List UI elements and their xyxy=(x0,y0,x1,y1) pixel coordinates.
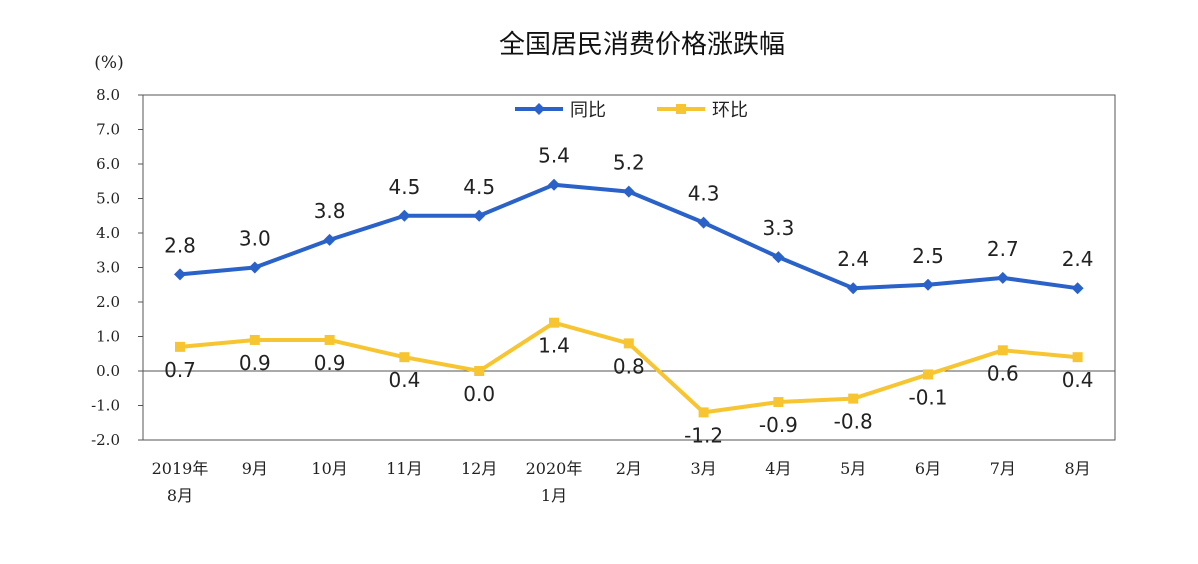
data-label: 4.5 xyxy=(463,175,495,199)
y-tick-label: -1.0 xyxy=(91,397,120,415)
series-point xyxy=(399,352,410,363)
series-point xyxy=(174,268,186,281)
x-axis: 2019年 8月 9月 10月 11月 12月 2020年 1月 2月 3月 4月 5月 6月 7月 8月 xyxy=(152,459,1091,505)
series-point xyxy=(773,397,784,408)
series-point xyxy=(398,209,411,222)
data-label: 5.4 xyxy=(538,144,570,168)
y-tick-label: 1.0 xyxy=(96,328,120,346)
y-tick-label: -2.0 xyxy=(91,431,120,449)
x-tick-label: 3月 xyxy=(691,459,717,478)
y-axis: 8.0 7.0 6.0 5.0 4.0 3.0 2.0 1.0 0.0 -1.0 -2.0 xyxy=(91,86,143,449)
legend-marker xyxy=(533,103,545,115)
x-tick-label: 10月 xyxy=(311,459,347,478)
series-point xyxy=(323,233,336,246)
x-tick-label: 12月 xyxy=(461,459,497,478)
series-point xyxy=(474,366,485,376)
series-layer xyxy=(174,178,1084,418)
data-label: 1.4 xyxy=(538,334,570,358)
series-point xyxy=(623,338,634,349)
x-tick-label: 4月 xyxy=(765,459,791,478)
data-label: 3.0 xyxy=(239,227,271,251)
data-label: 0.0 xyxy=(463,382,495,406)
data-label: 2.5 xyxy=(912,244,944,268)
y-tick-label: 5.0 xyxy=(96,190,120,208)
data-label: 3.8 xyxy=(314,199,346,223)
y-tick-label: 8.0 xyxy=(96,86,120,104)
series-point xyxy=(324,334,335,345)
series-point xyxy=(1072,352,1083,363)
plot-area-frame xyxy=(142,94,1116,441)
series-point xyxy=(996,271,1009,284)
legend-label: 环比 xyxy=(712,100,748,121)
x-tick-label: 2020年 xyxy=(526,459,583,478)
legend: 同比 环比 xyxy=(515,100,748,121)
data-label: 2.4 xyxy=(1062,247,1094,271)
series-point xyxy=(698,407,709,418)
y-tick-label: 3.0 xyxy=(96,259,120,277)
data-label: -0.8 xyxy=(834,410,873,434)
data-label: 0.9 xyxy=(239,351,271,375)
chart-title: 全国居民消费价格涨跌幅 xyxy=(499,30,785,60)
data-label: 4.3 xyxy=(688,182,720,206)
y-tick-label: 0.0 xyxy=(96,362,120,380)
data-label: 0.8 xyxy=(613,354,645,378)
x-tick-label: 2月 xyxy=(616,459,642,478)
series-point xyxy=(922,278,934,291)
series-point xyxy=(249,334,260,345)
x-tick-label: 7月 xyxy=(990,459,1016,478)
data-label: -1.2 xyxy=(684,423,723,447)
x-tick-label: 1月 xyxy=(541,486,567,505)
x-tick-label: 8月 xyxy=(1065,459,1091,478)
y-unit-label: (%) xyxy=(94,53,123,73)
data-label: 0.7 xyxy=(164,358,196,382)
series-point xyxy=(923,369,933,380)
y-tick-label: 6.0 xyxy=(96,155,120,173)
x-tick-label: 9月 xyxy=(242,459,268,478)
data-label: 5.2 xyxy=(613,151,645,175)
series-point xyxy=(473,209,486,222)
y-tick-label: 2.0 xyxy=(96,293,120,311)
series-point xyxy=(1071,282,1084,295)
data-label: 2.7 xyxy=(987,237,1019,261)
series-point xyxy=(175,341,185,352)
x-tick-label: 5月 xyxy=(840,459,866,478)
data-labels: 2.8 3.0 3.8 4.5 4.5 5.4 5.2 4.3 3.3 2.4 2.5 2.7 2.4 0… xyxy=(164,144,1093,448)
data-label: 3.3 xyxy=(762,216,794,240)
series-point xyxy=(697,216,710,229)
legend-marker xyxy=(676,104,686,114)
series-point xyxy=(248,261,261,274)
data-label: -0.9 xyxy=(759,413,798,437)
series-point xyxy=(549,317,559,328)
data-label: 0.6 xyxy=(987,361,1019,385)
legend-label: 同比 xyxy=(570,100,606,121)
data-label: 2.8 xyxy=(164,233,196,257)
y-tick-label: 7.0 xyxy=(96,121,120,139)
data-label: -0.1 xyxy=(908,385,947,409)
series-point xyxy=(847,282,860,295)
data-label: 0.4 xyxy=(1062,368,1094,392)
series-point xyxy=(622,185,635,198)
x-tick-label: 2019年 xyxy=(152,459,209,478)
data-label: 0.4 xyxy=(388,368,420,392)
data-label: 4.5 xyxy=(388,175,420,199)
x-tick-label: 11月 xyxy=(386,459,422,478)
x-tick-label: 6月 xyxy=(915,459,941,478)
series-point xyxy=(997,345,1008,356)
x-tick-label: 8月 xyxy=(167,486,193,505)
y-tick-label: 4.0 xyxy=(96,224,120,242)
data-label: 2.4 xyxy=(837,247,869,271)
series-point xyxy=(548,178,560,191)
data-label: 0.9 xyxy=(314,351,346,375)
series-point xyxy=(848,393,859,404)
series-point xyxy=(772,251,785,264)
